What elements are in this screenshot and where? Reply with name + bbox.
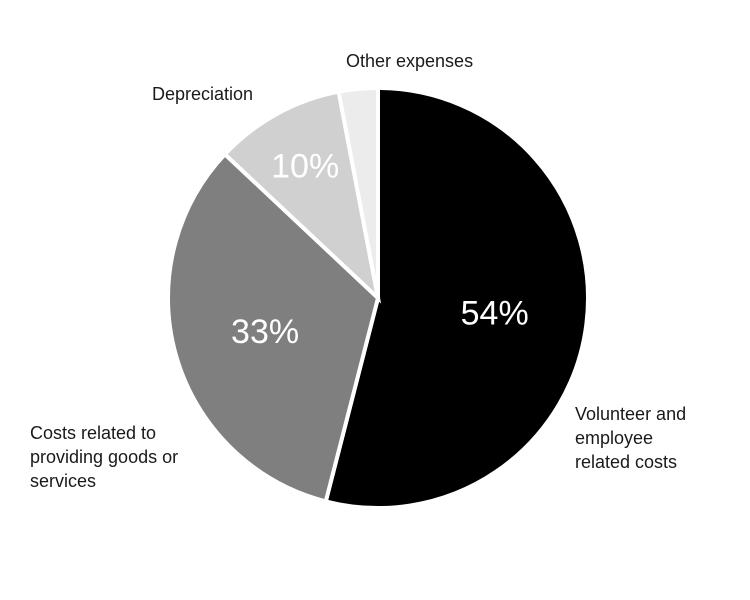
pie-percent-label-volunteer-and-employee-related-costs: 54% (461, 295, 529, 333)
pie-category-label-line: Costs related to (30, 423, 156, 443)
pie-percent-labels: 54% 33% 10% (231, 148, 529, 351)
pie-category-label-line: services (30, 471, 96, 491)
pie-slice-depreciation (222, 89, 382, 304)
pie-category-label-line: Volunteer and (575, 404, 686, 424)
pie-slice-other-expenses (336, 85, 380, 299)
pie-category-label-costs-related-to-providing-goods-or-services: Costs related to providing goods or servic… (30, 423, 178, 491)
pie-category-label-line: Depreciation (152, 84, 253, 104)
pie-category-label-line: Other expenses (346, 51, 473, 71)
pie-slice-volunteer-and-employee-related-costs (323, 85, 590, 510)
pie-slices (166, 85, 590, 510)
pie-category-label-depreciation: Depreciation (152, 84, 253, 104)
pie-category-label-volunteer-and-employee-related-costs: Volunteer and employee related costs (575, 404, 686, 472)
pie-percent-label-costs-related-to-providing-goods-or-services: 33% (231, 313, 299, 351)
pie-category-label-other-expenses: Other expenses (346, 51, 473, 71)
pie-slice-costs-related-to-providing-goods-or-services (166, 151, 381, 504)
pie-category-label-line: employee (575, 428, 653, 448)
pie-percent-label-depreciation: 10% (271, 148, 339, 186)
pie-category-labels: Volunteer and employee related costs Costs … (30, 51, 686, 491)
pie-category-label-line: providing goods or (30, 447, 178, 467)
pie-category-label-line: related costs (575, 452, 677, 472)
